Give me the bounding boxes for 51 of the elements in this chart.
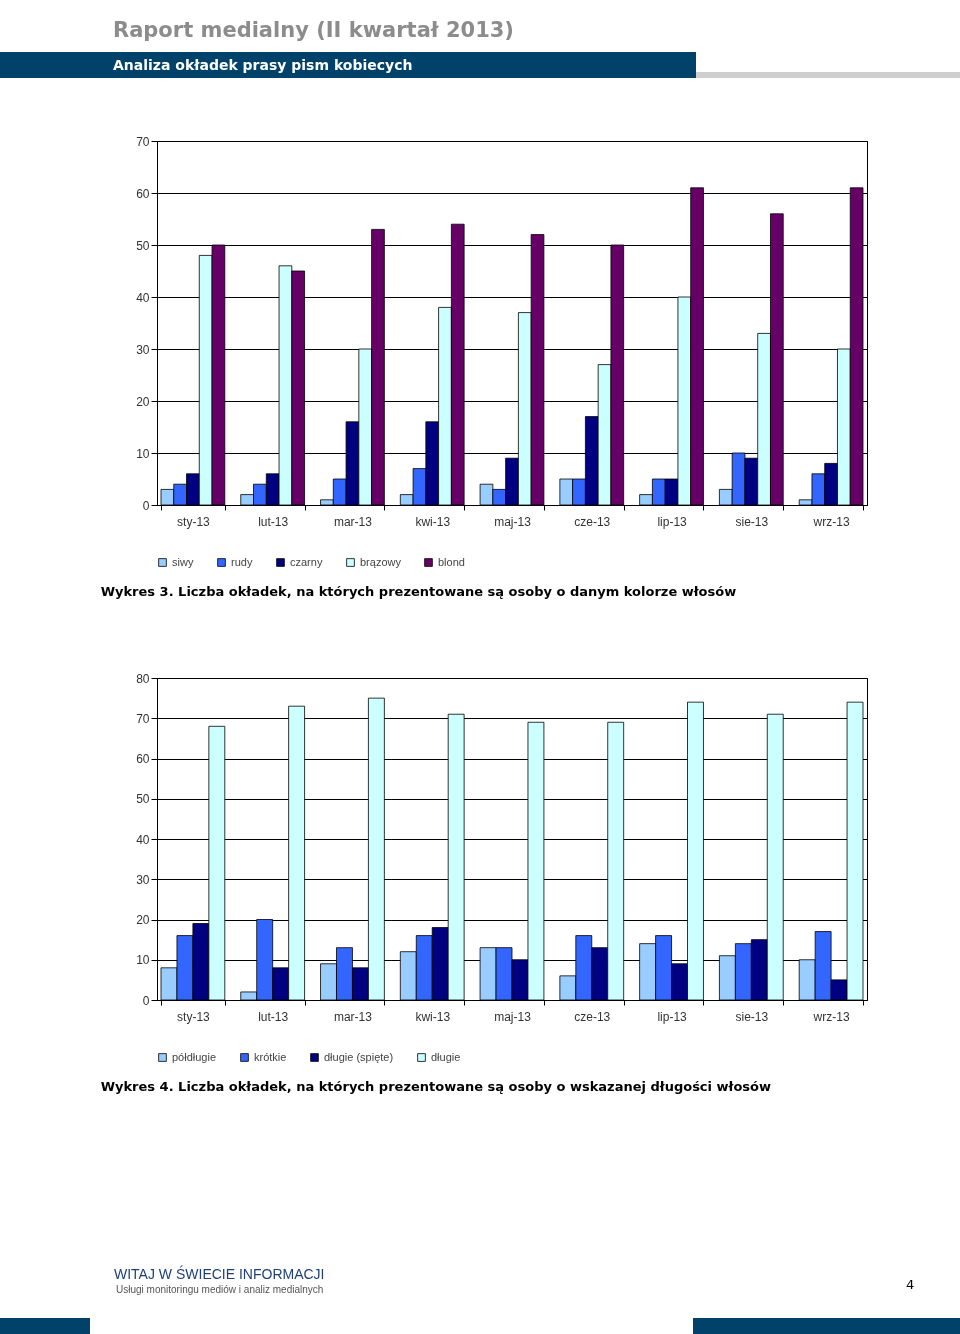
x-tick-label: kwi-13 (415, 514, 451, 529)
y-tick-label: 30 (136, 872, 150, 887)
legend-label: krótkie (254, 1050, 287, 1063)
y-tick-label: 0 (142, 498, 150, 513)
text: Analiza okładek prasy pism kobiecych (0, 52, 696, 78)
y-tick-label: 10 (136, 953, 150, 968)
x-tick-label: lut-13 (258, 1009, 289, 1024)
y-tick-label: 70 (136, 711, 150, 726)
x-tick-label: lip-13 (657, 1009, 688, 1024)
y-tick-label: 70 (136, 134, 150, 149)
y-tick-label: 40 (136, 290, 150, 305)
text: Wykres 4. Liczba okładek, na których prezentowane są osoby o wskazanej długości włosów (100, 1079, 772, 1094)
y-tick-label: 50 (136, 792, 150, 807)
legend-label: długie (spięte) (324, 1050, 394, 1063)
text: Usługi monitoringu mediów i analiz medialnych (116, 1284, 324, 1295)
text: Raport medialny (II kwartał 2013) (113, 18, 514, 42)
x-tick-label: maj-13 (494, 1009, 532, 1024)
x-tick-label: sie-13 (735, 1009, 769, 1024)
x-tick-label: sty-13 (177, 514, 211, 529)
y-tick-label: 60 (136, 186, 150, 201)
y-tick-label: 10 (136, 446, 150, 461)
legend-label: blond (438, 555, 465, 568)
y-tick-label: 20 (136, 394, 150, 409)
x-tick-label: wrz-13 (812, 1009, 850, 1024)
legend-label: rudy (231, 555, 253, 568)
y-tick-label: 0 (142, 993, 150, 1008)
text: WITAJ W ŚWIECIE INFORMACJI (114, 1266, 325, 1282)
x-tick-label: lip-13 (657, 514, 688, 529)
x-tick-label: cze-13 (574, 514, 611, 529)
legend-label: długie (431, 1050, 461, 1063)
x-tick-label: sty-13 (177, 1009, 211, 1024)
legend-label: brązowy (360, 555, 402, 568)
y-tick-label: 50 (136, 238, 150, 253)
x-tick-label: sie-13 (735, 514, 769, 529)
text: 4 (906, 1277, 915, 1292)
legend-label: czarny (290, 555, 323, 568)
text: Wykres 3. Liczba okładek, na których prezentowane są osoby o danym kolorze włosów (100, 584, 737, 599)
x-tick-label: kwi-13 (415, 1009, 451, 1024)
x-tick-label: cze-13 (574, 1009, 611, 1024)
y-tick-label: 40 (136, 832, 150, 847)
x-tick-label: maj-13 (494, 514, 532, 529)
y-tick-label: 80 (136, 671, 150, 686)
y-tick-label: 30 (136, 342, 150, 357)
legend-label: półdługie (172, 1050, 217, 1063)
y-tick-label: 20 (136, 913, 150, 927)
x-tick-label: wrz-13 (812, 514, 850, 529)
x-tick-label: mar-13 (333, 514, 373, 529)
x-tick-label: lut-13 (258, 514, 289, 529)
x-tick-label: mar-13 (333, 1009, 373, 1024)
y-tick-label: 60 (136, 752, 150, 766)
legend-label: siwy (172, 555, 194, 568)
